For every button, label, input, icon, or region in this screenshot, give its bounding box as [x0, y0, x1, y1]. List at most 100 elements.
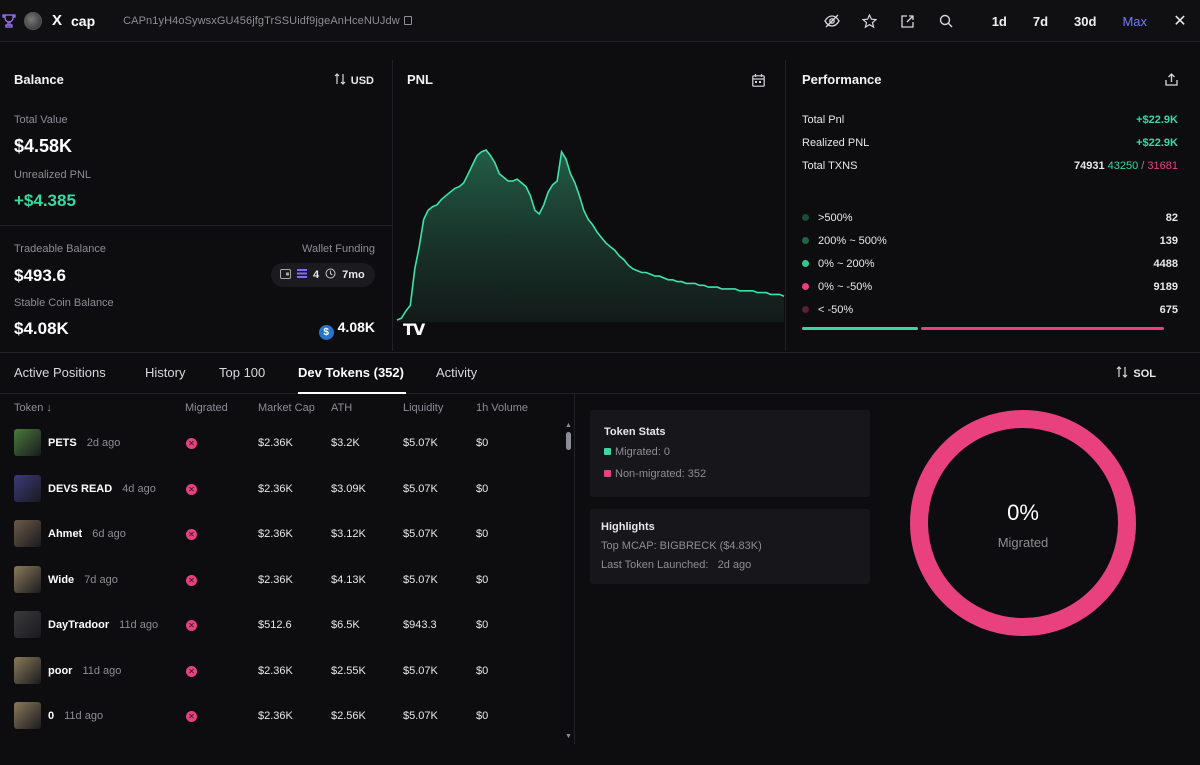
unrealized-pnl-label: Unrealized PNL [14, 169, 92, 181]
table-row[interactable]: poor 11d ago ✕ $2.36K $2.55K $5.07K $0 [0, 649, 565, 694]
ath-cell: $3.12K [331, 528, 366, 540]
table-row[interactable]: Ahmet 6d ago ✕ $2.36K $3.12K $5.07K $0 [0, 512, 565, 557]
token-image [14, 611, 41, 638]
distribution-label: < -50% [802, 304, 853, 316]
tab-top-100[interactable]: Top 100 [219, 365, 266, 380]
unit-toggle[interactable]: SOL [1116, 366, 1156, 381]
token-name[interactable]: DayTradoor 11d ago [48, 619, 158, 631]
pnl-panel: PNL TV [393, 60, 786, 351]
non-migrated-square-icon [604, 470, 611, 477]
ath-cell: $3.2K [331, 437, 360, 449]
token-name[interactable]: Wide 7d ago [48, 574, 118, 586]
last-token-value: 2d ago [717, 559, 752, 571]
wallet-age: 7mo [342, 269, 365, 281]
trophy-icon[interactable] [2, 13, 16, 29]
balance-panel: Balance USD Total Value $4.58K Unrealize… [0, 60, 393, 351]
token-name-text: DayTradoor [48, 619, 110, 631]
dev-tokens-table: Token ↓ Migrated Market Cap ATH Liquidit… [0, 394, 575, 744]
tab-history[interactable]: History [145, 365, 186, 380]
divider [0, 225, 393, 226]
market-cap-cell: $2.36K [258, 664, 293, 677]
range-1d[interactable]: 1d [991, 13, 1007, 29]
token-age: 7d ago [84, 573, 118, 586]
swap-icon [1116, 366, 1128, 381]
distribution-value: 9189 [1153, 281, 1178, 293]
tab-active-positions[interactable]: Active Positions [14, 365, 106, 380]
header-token[interactable]: Token ↓ [14, 402, 52, 414]
pnl-chart[interactable] [393, 142, 786, 322]
liquidity-cell: $943.3 [403, 619, 437, 631]
table-row[interactable]: Wide 7d ago ✕ $2.36K $4.13K $5.07K $0 [0, 558, 565, 603]
currency-toggle[interactable]: USD [334, 73, 374, 88]
pnl-title: PNL [407, 72, 433, 87]
calendar-icon[interactable] [752, 74, 765, 90]
donut-percent: 0% [1007, 500, 1039, 525]
range-max[interactable]: Max [1122, 13, 1147, 29]
not-migrated-icon: ✕ [186, 438, 197, 449]
token-age: 6d ago [92, 528, 126, 540]
copy-icon[interactable] [403, 15, 412, 25]
distribution-value: 4488 [1153, 258, 1178, 270]
migrated-count: Migrated: 0 [604, 446, 670, 458]
distribution-row: >500% 82 [802, 212, 1178, 224]
currency-label: USD [350, 74, 374, 87]
table-row[interactable]: DayTradoor 11d ago ✕ $512.6 $6.5K $943.3 $0 [0, 603, 565, 648]
token-name-text: Ahmet [48, 528, 83, 540]
token-name[interactable]: PETS 2d ago [48, 437, 120, 449]
token-image [14, 702, 41, 729]
wallet-address[interactable]: CAPn1yH4oSywsxGU456jfgTrSSUidf9jgeAnHceN… [123, 15, 412, 27]
token-name-text: 0 [48, 710, 55, 722]
token-name[interactable]: Ahmet 6d ago [48, 528, 126, 540]
distribution-row: 0% ~ 200% 4488 [802, 258, 1178, 270]
avatar[interactable] [24, 11, 42, 30]
token-age: 11d ago [64, 710, 104, 722]
total-value: $4.58K [14, 136, 73, 156]
x-logo-icon[interactable]: X [52, 12, 63, 29]
tradingview-logo[interactable]: TV [403, 320, 425, 339]
external-link-icon[interactable] [889, 0, 927, 42]
bottom-strip [0, 744, 1200, 765]
star-icon[interactable] [851, 0, 889, 42]
volume-cell: $0 [476, 710, 489, 722]
token-name[interactable]: DEVS READ 4d ago [48, 483, 156, 495]
wallet-funding-chip[interactable]: 4 7mo [271, 263, 375, 287]
total-value-label: Total Value [14, 114, 68, 126]
volume-cell: $0 [476, 664, 489, 677]
active-tab-indicator [298, 392, 406, 394]
market-cap-cell: $2.36K [258, 528, 293, 540]
performance-panel: Performance Total Pnl +$22.9K Realized P… [786, 60, 1200, 351]
token-name[interactable]: 0 11d ago [48, 710, 103, 722]
share-icon[interactable] [1165, 73, 1178, 89]
distribution-label: 0% ~ 200% [802, 258, 875, 270]
last-token-launched: Last Token Launched: 2d ago [601, 559, 751, 571]
distribution-value: 82 [1165, 212, 1178, 224]
not-migrated-icon: ✕ [186, 620, 197, 631]
tab-activity[interactable]: Activity [436, 365, 478, 380]
total-txns-label: Total TXNS [802, 160, 858, 172]
scrollbar[interactable] [566, 432, 571, 450]
txns-buy: 43250 [1107, 160, 1139, 172]
layers-icon [297, 269, 307, 281]
tab-dev-tokens[interactable]: Dev Tokens (352) [298, 365, 404, 380]
search-icon[interactable] [927, 0, 965, 42]
scroll-up-icon[interactable]: ▲ [565, 422, 572, 429]
token-age: 11d ago [119, 619, 159, 631]
hide-icon[interactable] [813, 0, 851, 42]
realized-pnl-value: +$22.9K [1136, 137, 1178, 149]
header-migrated[interactable]: Migrated [185, 402, 228, 414]
table-row[interactable]: DEVS READ 4d ago ✕ $2.36K $3.09K $5.07K $0 [0, 467, 565, 512]
token-name[interactable]: poor 11d ago [48, 665, 121, 677]
not-migrated-icon: ✕ [186, 665, 197, 677]
realized-pnl-row: Realized PNL +$22.9K [802, 137, 1178, 149]
table-row[interactable]: 0 11d ago ✕ $2.36K $2.56K $5.07K $0 [0, 694, 565, 739]
header-ath[interactable]: ATH [331, 402, 353, 414]
table-row[interactable]: PETS 2d ago ✕ $2.36K $3.2K $5.07K $0 [0, 421, 565, 466]
range-7d[interactable]: 7d [1032, 13, 1049, 29]
close-icon[interactable]: ✕ [1173, 13, 1187, 30]
scroll-down-icon[interactable]: ▼ [565, 733, 572, 740]
header-1h-volume[interactable]: 1h Volume [476, 402, 528, 414]
range-30d[interactable]: 30d [1074, 13, 1097, 29]
header-market-cap[interactable]: Market Cap [258, 402, 315, 414]
total-pnl-value: +$22.9K [1136, 114, 1178, 126]
header-liquidity[interactable]: Liquidity [403, 402, 444, 414]
